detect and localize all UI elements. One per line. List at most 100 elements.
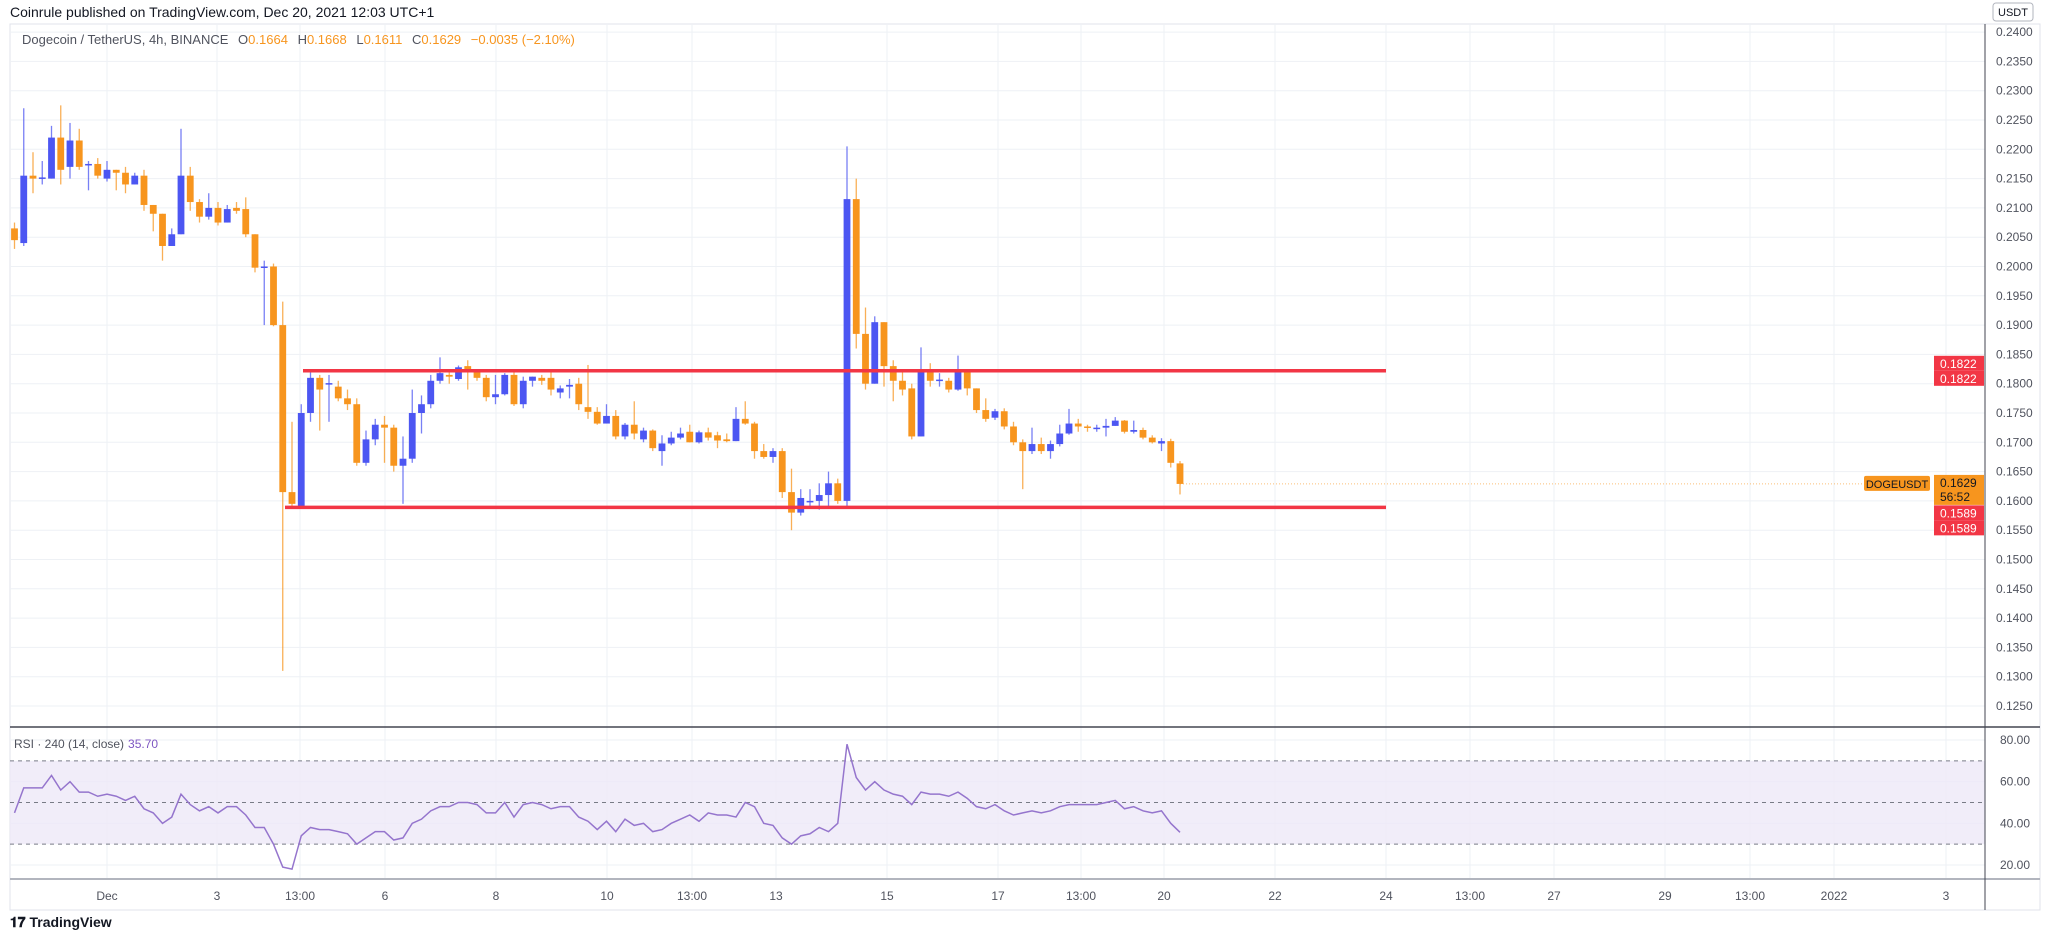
candle-body [1176, 463, 1184, 484]
candle [186, 166, 194, 211]
candle-body [131, 175, 139, 185]
candle-body [741, 418, 749, 424]
symbol-title[interactable]: Dogecoin / TetherUS, 4h, BINANCE [22, 32, 229, 47]
candle-body [482, 377, 490, 398]
candle [20, 108, 28, 246]
candle-body [29, 175, 37, 179]
time-tick-label: 29 [1658, 889, 1672, 903]
candle [1102, 418, 1110, 437]
candle-body [11, 228, 18, 241]
candle [1065, 408, 1073, 435]
candle [307, 369, 314, 422]
candle [677, 427, 684, 440]
candle [196, 199, 203, 223]
candle [917, 347, 925, 437]
time-tick-label: 17 [991, 889, 1005, 903]
candle-body [815, 495, 823, 501]
price-tick-label: 0.1700 [1996, 435, 2033, 449]
candle [399, 436, 407, 504]
currency-label: USDT [1998, 7, 2028, 19]
candle-body [371, 424, 379, 440]
candle-body [575, 383, 583, 405]
price-tick-label: 0.2150 [1996, 172, 2033, 186]
candle [1037, 437, 1045, 455]
open-value: 0.1664 [248, 32, 288, 47]
candle [122, 166, 129, 194]
candle-body [297, 413, 305, 507]
candle-body [223, 209, 231, 223]
last-price-label: 0.1629 [1940, 476, 1977, 490]
candle [288, 421, 296, 507]
last-price-badge [1934, 474, 1984, 505]
candle-body [843, 199, 851, 501]
candle-body [704, 432, 712, 438]
price-tick-label: 0.2050 [1996, 230, 2033, 244]
candle-body [751, 423, 758, 452]
candle-body [556, 388, 564, 393]
candle [325, 374, 333, 422]
countdown-label: 56:52 [1940, 490, 1970, 504]
candle-body [399, 458, 407, 466]
candle-body [260, 266, 268, 268]
candle-body [538, 377, 546, 381]
candle-body [1121, 420, 1128, 432]
candle [501, 373, 509, 396]
candle-body [593, 411, 601, 424]
price-tick-label: 0.1800 [1996, 377, 2033, 391]
logo-text: TradingView [29, 914, 112, 930]
candle [889, 360, 897, 402]
candle [1139, 427, 1147, 440]
candle-body [1056, 433, 1064, 445]
price-tick-label: 0.2100 [1996, 201, 2033, 215]
candle-body [510, 374, 518, 405]
price-tick-label: 0.1650 [1996, 465, 2033, 479]
price-tick-label: 0.1750 [1996, 406, 2033, 420]
candle-body [825, 483, 832, 496]
candle-body [103, 169, 111, 179]
level-price-label: 0.1822 [1940, 357, 1977, 371]
time-tick-label: 13:00 [677, 889, 707, 903]
candle-body [945, 380, 953, 390]
candle [455, 365, 462, 381]
candle-body [1111, 420, 1119, 426]
candle [371, 418, 379, 446]
candle [1047, 440, 1054, 459]
price-tick-label: 0.1400 [1996, 611, 2033, 625]
rsi-title[interactable]: RSI · 240 (14, close) [14, 737, 125, 751]
candle-body [806, 500, 814, 503]
price-tick-label: 0.1850 [1996, 347, 2033, 361]
candle-body [186, 175, 194, 203]
candle-body [473, 369, 481, 378]
candle-body [1065, 423, 1073, 434]
candle [649, 429, 657, 452]
time-tick-label: 22 [1268, 889, 1282, 903]
tradingview-logo[interactable]: 𝟏𝟕 TradingView [10, 914, 112, 931]
candle-body [353, 404, 361, 463]
currency-button[interactable] [1992, 2, 2034, 22]
candle-body [732, 418, 740, 442]
price-tick-label: 0.1900 [1996, 318, 2033, 332]
candle-body [316, 377, 324, 390]
price-tick-label: 0.2350 [1996, 54, 2033, 68]
candle [66, 122, 74, 179]
candle [1176, 461, 1184, 495]
candle-body [788, 492, 795, 513]
candle-body [1148, 437, 1156, 443]
candle-body [270, 266, 277, 326]
candle-body [149, 204, 157, 214]
candle [760, 444, 768, 459]
price-tick-label: 0.1350 [1996, 640, 2033, 654]
publisher-caption: Coinrule published on TradingView.com, D… [10, 4, 435, 20]
candle-body [445, 374, 453, 377]
candle [353, 398, 361, 466]
rsi-tick-label: 80.00 [2000, 733, 2030, 747]
candle [621, 422, 629, 440]
candle [926, 363, 934, 387]
open-label: O [238, 32, 249, 47]
candle-body [334, 386, 342, 399]
time-tick-label: 8 [493, 889, 500, 903]
candle [427, 374, 435, 409]
candle [464, 360, 472, 390]
candle [381, 415, 388, 463]
